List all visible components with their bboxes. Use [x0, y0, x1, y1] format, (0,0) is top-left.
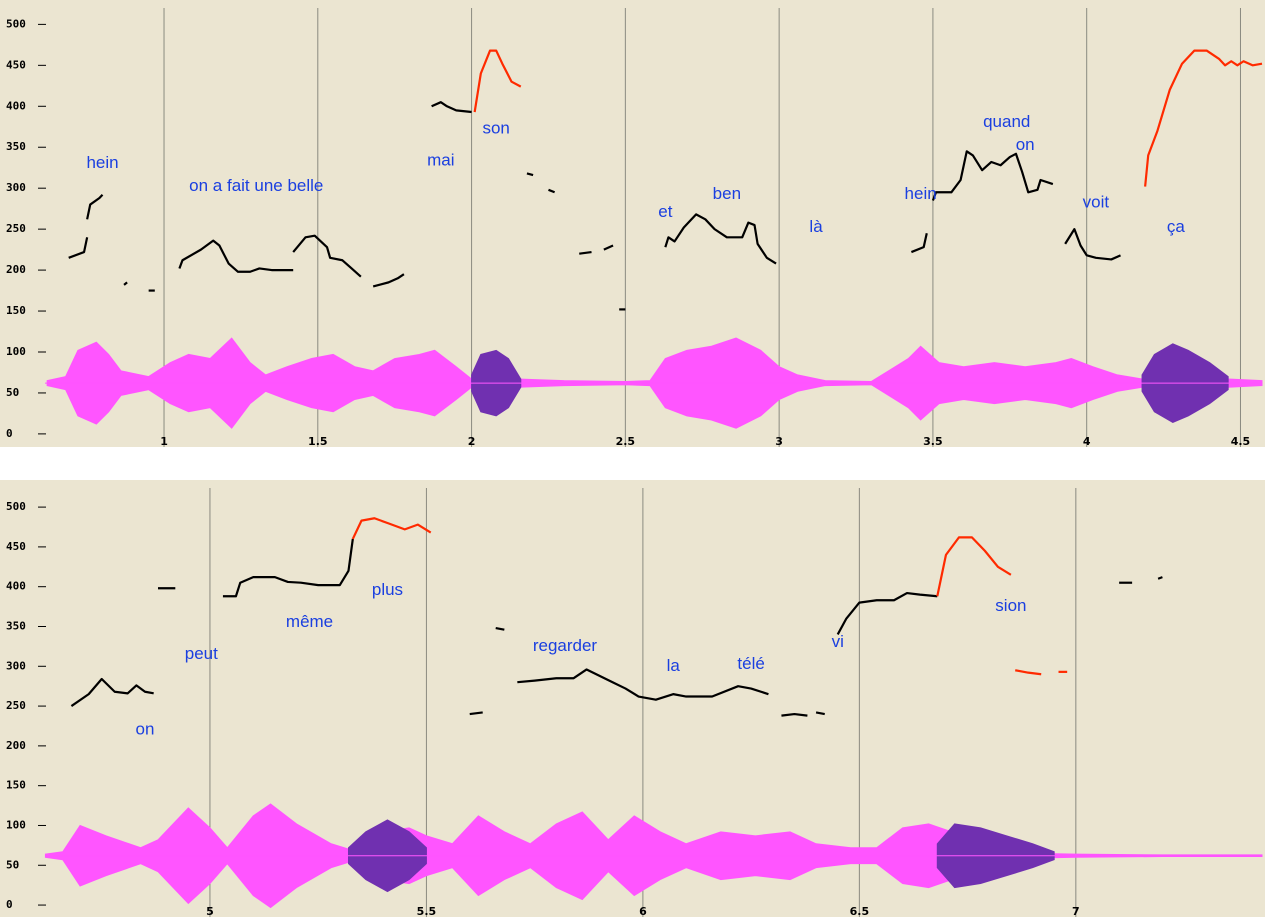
x-tick-label: 6.5: [850, 905, 870, 917]
pitch-line: [473, 49, 522, 113]
pitch-line: [579, 250, 592, 255]
x-tick-label: 5.5: [417, 905, 437, 917]
y-tick-label: 200: [6, 263, 26, 276]
annotation: hein: [905, 184, 937, 203]
pitch-line: [351, 517, 432, 540]
y-tick-label: 50: [6, 858, 19, 871]
y-tick-label: 300: [6, 181, 26, 194]
pitch-line: [664, 213, 777, 265]
y-tick-label: 50: [6, 386, 19, 399]
pitch-line: [936, 536, 1012, 597]
pitch-line: [495, 627, 505, 631]
pitch-line: [70, 677, 154, 707]
annotation: peut: [185, 644, 218, 663]
annotation: regarder: [533, 636, 598, 655]
pitch-line: [931, 150, 1054, 201]
pitch-line: [469, 711, 483, 716]
y-tick-label: 100: [6, 345, 26, 358]
annotation: on: [136, 719, 155, 738]
y-tick-label: 250: [6, 699, 26, 712]
pitch-line: [548, 188, 556, 194]
pitch-line: [431, 101, 472, 114]
pitch-line: [836, 591, 938, 635]
y-tick-label: 300: [6, 659, 26, 672]
pitch-line: [781, 712, 808, 717]
y-tick-label: 200: [6, 739, 26, 752]
pitch-line: [517, 668, 769, 701]
pitch-line: [526, 172, 534, 177]
y-tick-label: 500: [6, 500, 26, 513]
pitch-line: [178, 239, 294, 273]
x-tick-label: 2.5: [616, 435, 636, 448]
pitch-line: [1144, 49, 1263, 187]
annotation: quand: [983, 112, 1030, 131]
y-tick-label: 0: [6, 427, 13, 440]
annotation: ben: [713, 184, 741, 203]
x-tick-label: 5: [206, 905, 214, 917]
x-tick-label: 1: [160, 435, 168, 448]
x-tick-label: 4.5: [1231, 435, 1251, 448]
pitch-line: [86, 193, 104, 220]
x-tick-label: 1.5: [308, 435, 328, 448]
pitch-line: [1064, 228, 1121, 261]
pitch-line: [910, 232, 928, 254]
y-tick-label: 450: [6, 540, 26, 553]
pitch-line: [603, 244, 614, 251]
pitch-line: [292, 234, 362, 278]
y-tick-label: 250: [6, 222, 26, 235]
pitch-line: [1015, 669, 1042, 676]
annotation: hein: [86, 153, 118, 172]
annotation: on: [1016, 135, 1035, 154]
y-tick-label: 350: [6, 619, 26, 632]
x-tick-label: 4: [1083, 435, 1091, 448]
y-tick-label: 150: [6, 779, 26, 792]
x-tick-label: 3: [775, 435, 783, 448]
annotation: ça: [1167, 217, 1186, 236]
y-tick-label: 350: [6, 140, 26, 153]
annotation: voit: [1083, 192, 1110, 211]
y-tick-label: 100: [6, 818, 26, 831]
x-tick-label: 7: [1072, 905, 1080, 917]
annotation: télé: [737, 654, 764, 673]
y-tick-label: 450: [6, 58, 26, 71]
annotation: là: [809, 217, 823, 236]
pitch-line: [123, 281, 128, 286]
x-tick-label: 3.5: [923, 435, 943, 448]
pitch-line: [815, 711, 825, 716]
annotation: la: [667, 656, 681, 675]
x-tick-label: 2: [468, 435, 476, 448]
pitch-line: [1157, 576, 1163, 580]
annotation: son: [482, 119, 509, 138]
annotation: sion: [995, 596, 1026, 615]
panel: 0 50 100 150 200 250 300 350 400 450 500 1 1.5 2 2.5 3 3…: [0, 0, 1265, 448]
annotation: mai: [427, 151, 454, 170]
annotation: vi: [832, 632, 844, 651]
y-tick-label: 0: [6, 898, 13, 911]
annotation: et: [658, 202, 672, 221]
y-tick-label: 400: [6, 580, 26, 593]
y-tick-label: 150: [6, 304, 26, 317]
y-tick-label: 400: [6, 99, 26, 112]
panel: 0 50 100 150 200 250 300 350 400 450 500 5 5.5 6 6.5 7 o…: [0, 480, 1265, 917]
x-tick-label: 6: [639, 905, 647, 917]
pitch-line: [222, 538, 354, 598]
pitch-line: [68, 237, 89, 259]
pitch-line: [372, 273, 405, 288]
y-tick-label: 500: [6, 17, 26, 30]
annotation: même: [286, 612, 333, 631]
annotation: plus: [372, 580, 403, 599]
annotation: on a fait une belle: [189, 176, 323, 195]
